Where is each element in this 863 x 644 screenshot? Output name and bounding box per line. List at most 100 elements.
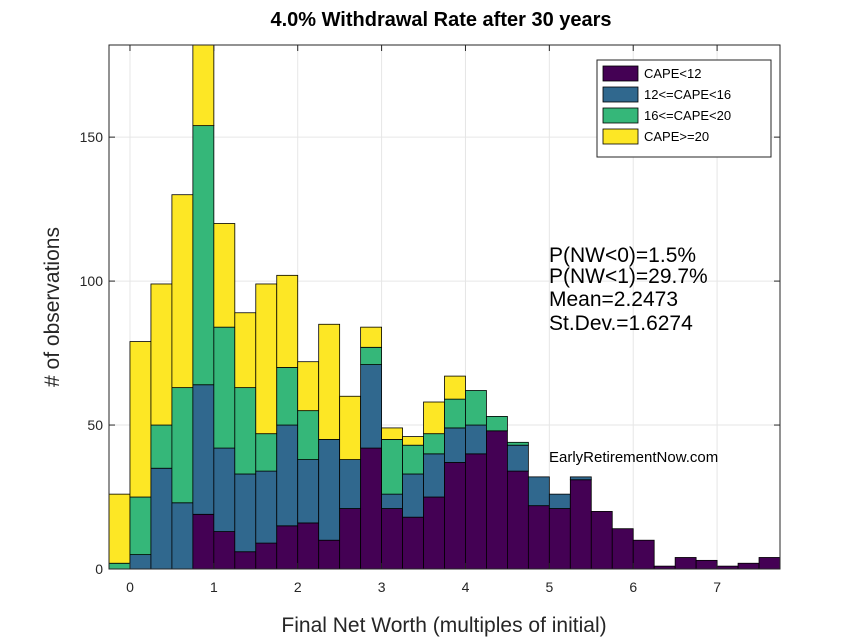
- bar-segment: [465, 453, 487, 570]
- y-tick-label: 100: [80, 273, 104, 289]
- legend-label: 16<=CAPE<20: [644, 108, 731, 123]
- legend-swatch: [602, 65, 639, 82]
- bar-segment: [569, 479, 592, 570]
- legend-swatch: [602, 107, 639, 124]
- y-axis-ticks: 0 50 100 150: [80, 129, 780, 577]
- bar-segment: [360, 447, 382, 570]
- legend: CAPE<12 12<=CAPE<16 16<=CAPE<20 CAPE>=20: [596, 59, 772, 158]
- bar-segment: [360, 326, 382, 348]
- bar-segment: [339, 508, 362, 570]
- bar-segment: [590, 511, 613, 570]
- stat-stdev: St.Dev.=1.6274: [549, 312, 693, 335]
- y-axis-label: # of observations: [41, 227, 64, 387]
- x-tick-label: 1: [210, 579, 218, 595]
- bar-segment: [360, 364, 382, 449]
- bar-segment: [318, 323, 341, 440]
- bar-segment: [381, 439, 403, 495]
- bar-segment: [255, 470, 278, 544]
- bar-segment: [695, 559, 718, 570]
- y-tick-label: 0: [95, 561, 103, 577]
- bar-segment: [192, 125, 215, 386]
- y-tick-label: 50: [87, 417, 103, 433]
- bar-segment: [465, 390, 487, 426]
- bar-segment: [507, 470, 529, 570]
- bar-segment: [486, 416, 508, 432]
- bar-segment: [444, 462, 466, 570]
- bar-segment: [381, 427, 403, 440]
- bar-segment: [234, 312, 257, 389]
- legend-items: CAPE<12 12<=CAPE<16 16<=CAPE<20 CAPE>=20: [602, 65, 731, 145]
- x-tick-label: 5: [545, 579, 553, 595]
- bar-segment: [192, 44, 215, 127]
- x-axis-label: Final Net Worth (multiples of initial): [281, 614, 606, 637]
- legend-label: CAPE>=20: [644, 129, 709, 144]
- bar-segment: [465, 424, 487, 455]
- bar-segment: [402, 516, 424, 570]
- legend-label: CAPE<12: [644, 66, 701, 81]
- bar-segment: [150, 424, 173, 469]
- bar-segment: [423, 433, 445, 455]
- bar-segment: [255, 283, 278, 435]
- bar-segment: [150, 283, 173, 426]
- stats-annotation: P(NW<0)=1.5% P(NW<1)=29.7% Mean=2.2473 S…: [549, 244, 708, 335]
- bar-segment: [402, 473, 424, 518]
- bar-segment: [402, 436, 424, 446]
- legend-swatch: [602, 128, 639, 145]
- x-tick-label: 4: [462, 579, 470, 595]
- bar-segment: [108, 493, 131, 564]
- bar-segment: [276, 367, 299, 426]
- bar-segment: [255, 542, 278, 570]
- bar-segment: [569, 476, 592, 481]
- bar-segment: [213, 326, 236, 449]
- x-axis-ticks: 0 1 2 3 4 5 6 7: [126, 45, 721, 595]
- bar-segment: [381, 493, 403, 509]
- bar-segment: [255, 433, 278, 472]
- bar-segment: [171, 194, 194, 389]
- bar-segment: [318, 439, 341, 541]
- bar-segment: [548, 508, 571, 570]
- watermark-text: EarlyRetirementNow.com: [549, 449, 718, 466]
- bar-segment: [611, 528, 634, 570]
- bars-group: [108, 44, 781, 570]
- x-tick-label: 0: [126, 579, 134, 595]
- bar-segment: [129, 496, 152, 556]
- x-tick-label: 7: [713, 579, 721, 595]
- x-tick-label: 3: [378, 579, 386, 595]
- bar-segment: [192, 384, 215, 515]
- bar-segment: [674, 557, 697, 570]
- plot-area-border: [108, 44, 781, 570]
- bar-segment: [737, 562, 760, 570]
- legend-swatch: [602, 86, 639, 103]
- bar-segment: [444, 375, 466, 400]
- bar-segment: [423, 401, 445, 435]
- bar-segment: [129, 554, 152, 570]
- bar-segment: [507, 444, 529, 472]
- bar-segment: [297, 522, 320, 570]
- chart-title: 4.0% Withdrawal Rate after 30 years: [270, 9, 611, 31]
- bar-segment: [234, 387, 257, 475]
- x-tick-label: 6: [629, 579, 637, 595]
- bar-segment: [339, 395, 362, 460]
- bar-segment: [381, 508, 403, 570]
- bar-segment: [423, 496, 445, 570]
- bar-segment: [171, 387, 194, 504]
- stat-p-nw-lt-1: P(NW<1)=29.7%: [549, 265, 708, 288]
- bar-segment: [339, 459, 362, 509]
- bar-segment: [276, 525, 299, 570]
- bar-segment: [234, 551, 257, 570]
- y-tick-label: 150: [80, 129, 104, 145]
- bar-segment: [444, 398, 466, 429]
- bar-segment: [108, 562, 131, 570]
- bar-segment: [276, 274, 299, 368]
- bar-segment: [527, 476, 550, 507]
- bar-segment: [171, 502, 194, 570]
- bar-segment: [213, 531, 236, 570]
- bar-segment: [423, 453, 445, 498]
- bar-segment: [297, 410, 320, 460]
- bar-segment: [360, 346, 382, 365]
- bar-segment: [758, 557, 781, 570]
- bar-segment: [213, 223, 236, 328]
- bar-segment: [192, 513, 215, 570]
- bar-segment: [632, 539, 655, 570]
